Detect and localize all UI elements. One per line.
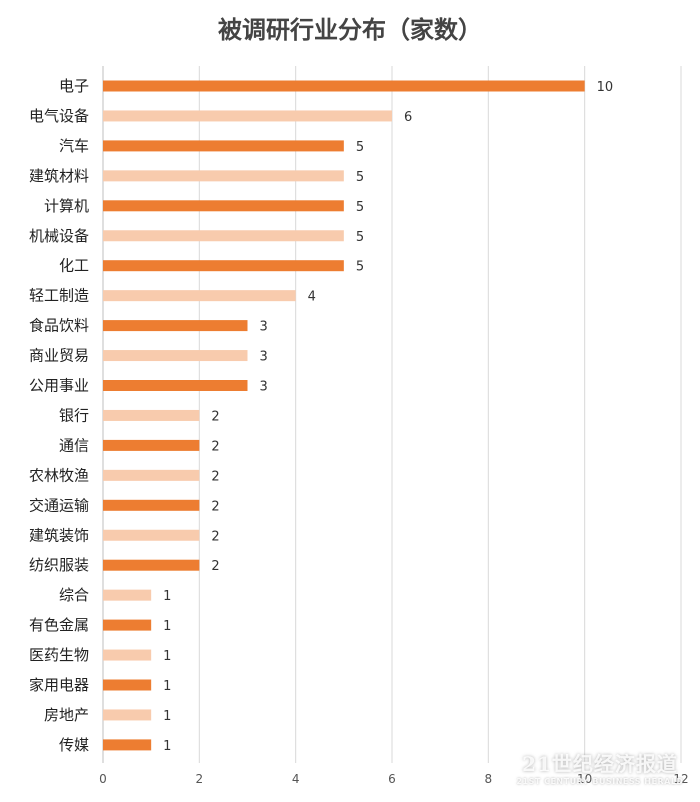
bar <box>103 140 344 152</box>
x-tick-label: 8 <box>485 772 493 786</box>
value-label: 3 <box>260 350 268 365</box>
bar <box>103 320 248 332</box>
category-label: 交通运输 <box>29 496 89 514</box>
category-label: 计算机 <box>44 197 89 215</box>
category-label: 银行 <box>59 406 89 424</box>
value-label: 2 <box>211 529 219 544</box>
bar <box>103 110 392 122</box>
value-label: 1 <box>163 709 171 724</box>
value-label: 5 <box>356 230 364 245</box>
bar <box>103 619 152 631</box>
category-label: 电子 <box>59 77 89 95</box>
category-label: 家用电器 <box>29 676 89 694</box>
category-label: 电气设备 <box>29 107 89 125</box>
category-labels: 电子电气设备汽车建筑材料计算机机械设备化工轻工制造食品饮料商业贸易公用事业银行通… <box>29 77 89 754</box>
category-label: 纺织服装 <box>29 556 89 574</box>
value-label: 2 <box>211 439 219 454</box>
x-tick-label: 2 <box>196 772 204 786</box>
category-label: 轻工制造 <box>29 287 89 305</box>
value-label: 2 <box>211 469 219 484</box>
value-label: 10 <box>597 80 614 95</box>
bar <box>103 439 200 451</box>
bar <box>103 649 152 661</box>
category-label: 机械设备 <box>29 227 89 245</box>
category-label: 建筑装饰 <box>29 526 89 544</box>
bars <box>103 80 585 751</box>
category-label: 传媒 <box>59 736 89 754</box>
value-label: 2 <box>211 499 219 514</box>
x-tick-label: 10 <box>577 772 592 786</box>
chart-title: 被调研行业分布（家数） <box>218 16 482 44</box>
bar <box>103 529 200 541</box>
x-axis-ticks: 0 2 4 6 8 10 12 <box>99 772 688 786</box>
value-label: 1 <box>163 619 171 634</box>
bar <box>103 559 200 571</box>
bar <box>103 380 248 391</box>
bar <box>103 469 200 481</box>
category-label: 医药生物 <box>29 646 89 664</box>
value-label: 1 <box>163 649 171 664</box>
category-label: 农林牧渔 <box>29 466 89 484</box>
value-label: 5 <box>356 260 364 275</box>
value-labels: 10 6 5 5 5 5 5 4 3 3 3 2 2 2 2 2 2 1 1 1 1 1 1 <box>163 80 613 754</box>
value-label: 5 <box>356 170 364 185</box>
bar <box>103 499 200 511</box>
bar <box>103 679 152 691</box>
bar <box>103 200 344 212</box>
category-label: 有色金属 <box>29 616 89 634</box>
value-label: 2 <box>211 559 219 574</box>
category-label: 汽车 <box>59 137 89 155</box>
bar <box>103 260 344 272</box>
bar <box>103 290 296 302</box>
category-label: 综合 <box>59 586 89 604</box>
bar <box>103 739 152 751</box>
category-label: 通信 <box>59 436 89 454</box>
x-tick-label: 6 <box>388 772 396 786</box>
category-label: 公用事业 <box>29 377 89 395</box>
value-label: 4 <box>308 290 316 305</box>
bar <box>103 409 200 421</box>
category-label: 化工 <box>59 257 89 275</box>
x-tick-label: 0 <box>99 772 107 786</box>
category-label: 商业贸易 <box>29 347 89 365</box>
category-label: 建筑材料 <box>29 167 89 185</box>
value-label: 6 <box>404 110 412 125</box>
bar <box>103 230 344 242</box>
bar <box>103 709 152 721</box>
category-label: 房地产 <box>44 706 89 724</box>
bar <box>103 350 248 362</box>
bar <box>103 589 152 601</box>
bar <box>103 80 585 92</box>
value-label: 2 <box>211 409 219 424</box>
value-label: 5 <box>356 140 364 155</box>
value-label: 1 <box>163 739 171 754</box>
value-label: 3 <box>260 380 268 395</box>
bar <box>103 170 344 182</box>
x-tick-label: 4 <box>292 772 300 786</box>
value-label: 3 <box>260 320 268 335</box>
category-label: 食品饮料 <box>29 317 89 335</box>
x-tick-label: 12 <box>673 772 688 786</box>
value-label: 5 <box>356 200 364 215</box>
value-label: 1 <box>163 589 171 604</box>
value-label: 1 <box>163 679 171 694</box>
